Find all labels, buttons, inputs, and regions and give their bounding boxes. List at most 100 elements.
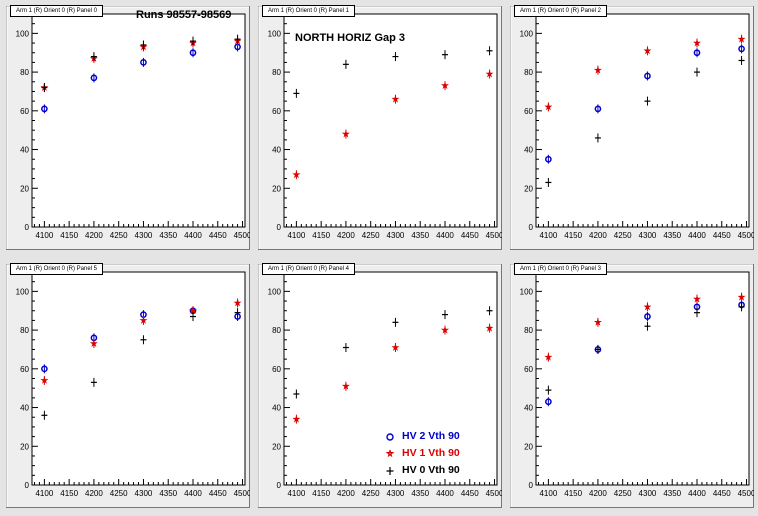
data-point-plus bbox=[342, 59, 349, 69]
x-tick-label: 4450 bbox=[713, 231, 731, 240]
data-point-star bbox=[391, 94, 400, 104]
data-point-plus bbox=[41, 410, 48, 420]
x-tick-label: 4150 bbox=[60, 489, 78, 498]
data-point-plus bbox=[545, 385, 552, 395]
panel-3-plot: 0 20 40 60 80 100 4100 4150 4200 4250 4300 4350 4400… bbox=[6, 264, 250, 508]
y-tick-label: 100 bbox=[520, 287, 534, 296]
panel-5-title: Arm 1 (R) Orient 0 (R) Panel 3 bbox=[514, 263, 608, 275]
x-tick-label: 4200 bbox=[589, 231, 607, 240]
star-marker-icon bbox=[385, 449, 395, 458]
data-point-star bbox=[139, 315, 148, 325]
data-point-circle bbox=[189, 48, 197, 58]
legend-item-hv2: HV 2 Vth 90 bbox=[384, 428, 460, 445]
x-tick-label: 4150 bbox=[312, 489, 330, 498]
x-tick-label: 4450 bbox=[461, 489, 479, 498]
data-point-circle bbox=[41, 364, 48, 374]
x-tick-label: 4100 bbox=[35, 231, 53, 240]
data-point-star bbox=[292, 414, 301, 424]
y-tick-label: 80 bbox=[272, 68, 281, 77]
plus-marker-icon bbox=[386, 467, 394, 475]
panel-5-plot: 0 20 40 60 80 100 4100 4150 4200 4250 4300 4350 4400… bbox=[510, 264, 754, 508]
data-point-plus bbox=[140, 335, 147, 345]
data-point-plus bbox=[392, 52, 399, 62]
x-tick-label: 4400 bbox=[184, 489, 202, 498]
legend-label-hv0: HV 0 Vth 90 bbox=[402, 464, 460, 476]
panel-3: 0 20 40 60 80 100 4100 4150 4200 4250 4300 4350 4400… bbox=[6, 263, 250, 508]
data-point-circle bbox=[738, 44, 745, 54]
x-tick-label: 4500 bbox=[738, 231, 754, 240]
panel-3-title: Arm 1 (R) Orient 0 (R) Panel 5 bbox=[10, 263, 104, 275]
data-point-star bbox=[391, 343, 400, 353]
y-tick-label: 0 bbox=[25, 481, 30, 490]
x-tick-label: 4450 bbox=[209, 231, 227, 240]
runs-label: Runs 98557-98569 bbox=[136, 9, 232, 21]
x-tick-label: 4400 bbox=[436, 231, 454, 240]
y-tick-label: 80 bbox=[20, 326, 29, 335]
data-point-plus bbox=[693, 67, 700, 77]
legend-item-hv1: HV 1 Vth 90 bbox=[384, 445, 460, 462]
data-point-plus bbox=[486, 46, 493, 56]
x-tick-label: 4500 bbox=[486, 231, 502, 240]
data-point-star bbox=[737, 34, 746, 44]
y-tick-label: 0 bbox=[529, 481, 534, 490]
data-point-star bbox=[737, 292, 746, 302]
data-point-circle bbox=[644, 71, 651, 81]
y-tick-label: 0 bbox=[529, 223, 534, 232]
y-tick-label: 40 bbox=[524, 404, 533, 413]
panel-1-plot: 0 20 40 60 80 100 4100 4150 4200 4250 4300 4350 4400… bbox=[258, 6, 502, 250]
data-point-plus bbox=[594, 344, 601, 354]
data-point-star bbox=[643, 302, 652, 312]
data-point-plus bbox=[293, 389, 300, 399]
panel-1-label: NORTH HORIZ Gap 3 bbox=[295, 32, 406, 44]
data-point-plus bbox=[342, 343, 349, 353]
panel-2-title: Arm 1 (R) Orient 0 (R) Panel 2 bbox=[514, 5, 608, 17]
x-tick-label: 4500 bbox=[486, 489, 502, 498]
plot-area bbox=[31, 271, 246, 486]
y-tick-label: 60 bbox=[20, 107, 29, 116]
data-point-plus bbox=[140, 40, 147, 50]
y-tick-label: 80 bbox=[20, 68, 29, 77]
x-tick-label: 4450 bbox=[461, 231, 479, 240]
data-point-star bbox=[440, 325, 450, 335]
x-tick-label: 4200 bbox=[85, 489, 103, 498]
x-tick-label: 4200 bbox=[589, 489, 607, 498]
data-point-plus bbox=[486, 306, 493, 316]
x-tick-label: 4400 bbox=[688, 231, 706, 240]
data-point-star bbox=[593, 65, 602, 75]
data-point-star bbox=[485, 323, 494, 333]
x-tick-label: 4350 bbox=[411, 231, 429, 240]
y-tick-label: 20 bbox=[524, 442, 533, 451]
data-point-star bbox=[233, 298, 242, 308]
y-tick-label: 60 bbox=[524, 107, 533, 116]
data-point-plus bbox=[234, 308, 241, 318]
data-point-plus bbox=[234, 34, 241, 44]
x-tick-label: 4200 bbox=[337, 489, 355, 498]
x-tick-label: 4250 bbox=[614, 489, 632, 498]
y-tick-label: 60 bbox=[20, 365, 29, 374]
data-point-circle bbox=[594, 104, 602, 114]
y-tick-label: 20 bbox=[524, 184, 533, 193]
y-tick-label: 60 bbox=[524, 365, 533, 374]
y-tick-label: 20 bbox=[272, 442, 281, 451]
y-tick-label: 80 bbox=[524, 68, 533, 77]
legend: HV 2 Vth 90 HV 1 Vth 90 HV 0 Vth 90 bbox=[384, 428, 460, 479]
data-point-star bbox=[593, 317, 602, 327]
plot-area bbox=[535, 13, 750, 228]
x-tick-label: 4300 bbox=[387, 489, 405, 498]
data-point-plus bbox=[644, 96, 651, 106]
x-tick-label: 4350 bbox=[159, 489, 177, 498]
data-point-plus bbox=[41, 83, 48, 93]
y-tick-label: 100 bbox=[268, 287, 282, 296]
data-point-star bbox=[292, 170, 301, 180]
panel-1: 0 20 40 60 80 100 4100 4150 4200 4250 4300 4350 4400… bbox=[258, 5, 502, 250]
x-tick-label: 4500 bbox=[234, 489, 250, 498]
data-point-circle bbox=[90, 73, 98, 83]
y-tick-label: 0 bbox=[277, 481, 282, 490]
y-tick-label: 40 bbox=[20, 404, 29, 413]
y-tick-label: 0 bbox=[277, 223, 282, 232]
panel-5: 0 20 40 60 80 100 4100 4150 4200 4250 4300 4350 4400… bbox=[510, 263, 754, 508]
data-point-circle bbox=[693, 48, 701, 58]
plot-area bbox=[535, 271, 750, 486]
data-point-plus bbox=[738, 302, 745, 312]
